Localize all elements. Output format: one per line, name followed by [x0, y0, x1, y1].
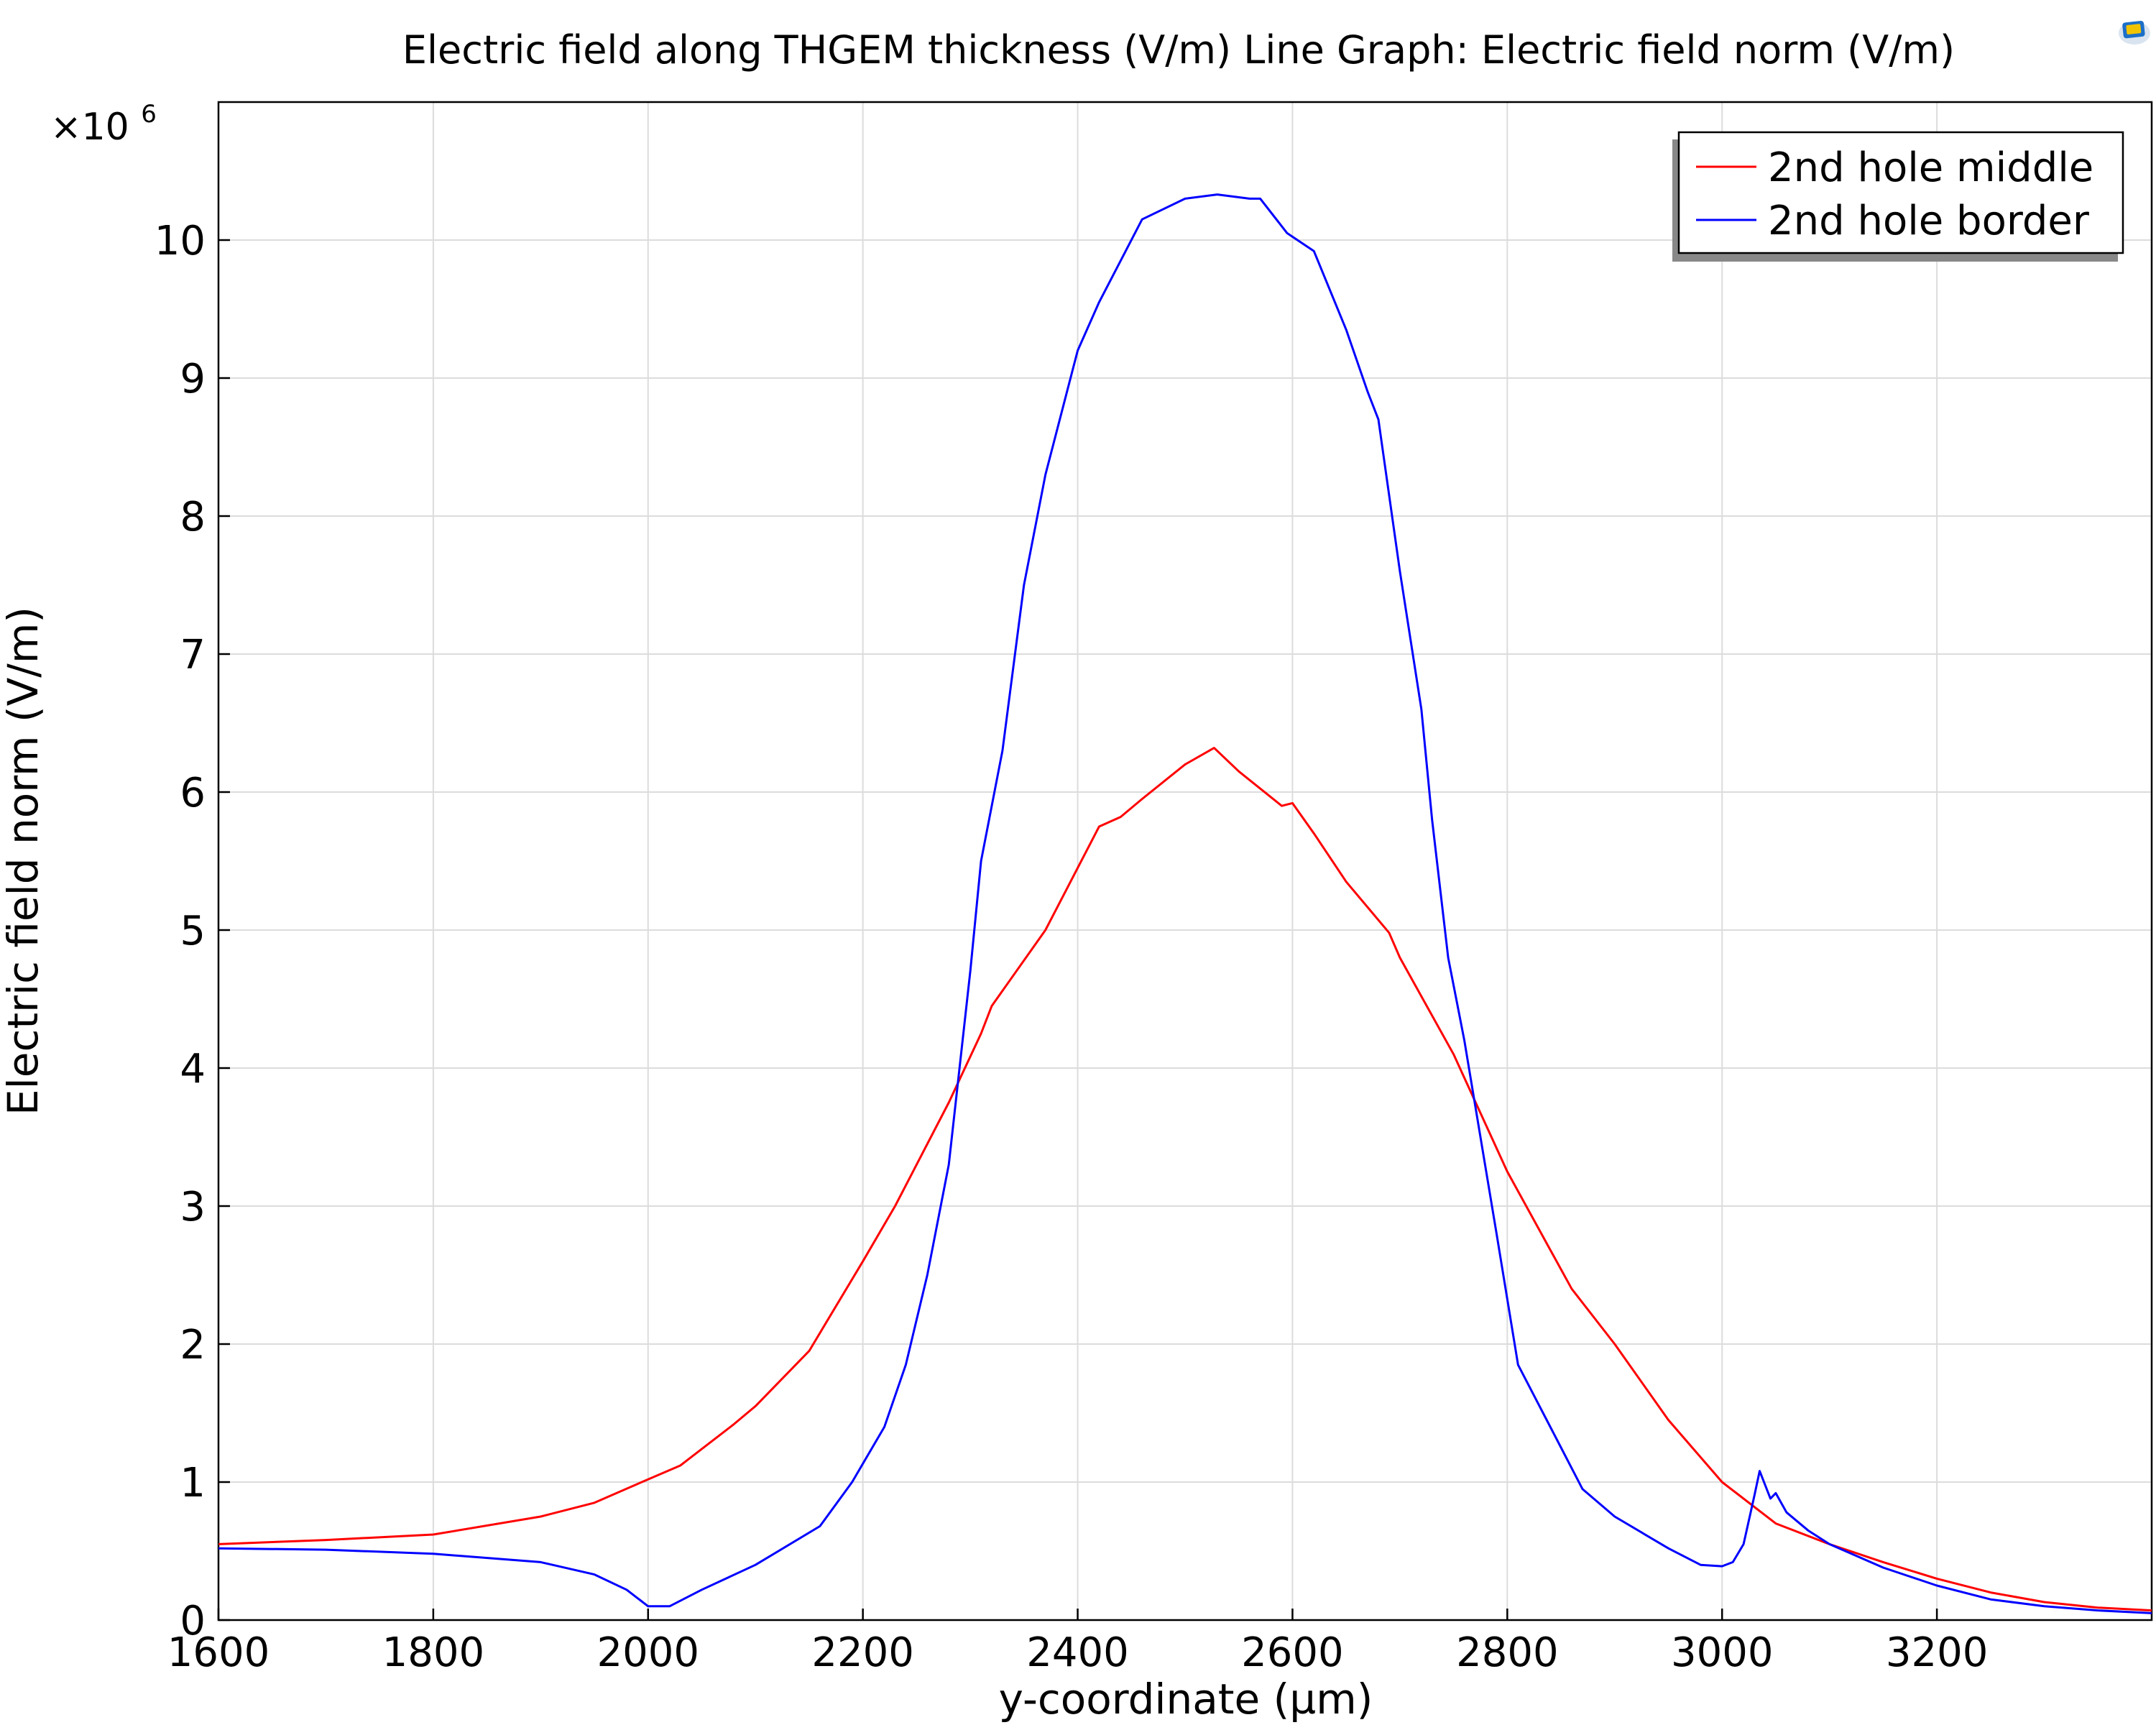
x-tick-label: 1600 — [167, 1629, 270, 1676]
x-tick-label: 2200 — [811, 1629, 914, 1676]
x-tick-label: 3000 — [1671, 1629, 1774, 1676]
plot-frame — [217, 101, 2153, 1622]
x-tick-label: 3200 — [1886, 1629, 1989, 1676]
x-axis-label: y-coordinate (µm) — [999, 1675, 1373, 1724]
legend-box — [1677, 131, 2124, 254]
chart-title: Electric field along THGEM thickness (V/… — [402, 27, 1955, 73]
y-tick-label: 3 — [180, 1184, 206, 1230]
series-layer — [218, 193, 2152, 1614]
series-line-hole-border — [218, 193, 2152, 1614]
y-tick-label: 7 — [180, 632, 206, 678]
x-tick-label: 2000 — [597, 1629, 700, 1676]
y-tick-label: 0 — [180, 1598, 206, 1644]
y-tick-label: 6 — [180, 770, 206, 816]
legend-label-border: 2nd hole border — [1768, 198, 2090, 244]
grid-layer — [218, 102, 2152, 1621]
series-line-hole-middle — [218, 747, 2152, 1612]
y-axis-multiplier: ×10 6 — [50, 100, 157, 149]
tick-layer: 1600 1800 2000 2200 2400 2600 2800 3000 3200 0 1 2 3… — [155, 218, 1989, 1676]
x-tick-label: 1800 — [382, 1629, 485, 1676]
y-tick-label: 2 — [180, 1322, 206, 1368]
y-tick-label: 10 — [155, 218, 206, 264]
x-tick-label: 2800 — [1456, 1629, 1559, 1676]
y-axis-label: Electric field norm (V/m) — [0, 607, 47, 1116]
x-tick-label: 2400 — [1026, 1629, 1129, 1676]
y-tick-label: 4 — [180, 1046, 206, 1092]
legend: 2nd hole middle 2nd hole border — [1672, 131, 2124, 262]
y-axis-multiplier-exponent: 6 — [141, 100, 157, 129]
y-tick-label: 8 — [180, 494, 206, 540]
y-axis-multiplier-base: ×10 — [50, 106, 129, 149]
app-logo-icon — [2119, 20, 2150, 45]
y-tick-label: 5 — [180, 908, 206, 954]
y-tick-label: 9 — [180, 356, 206, 402]
y-tick-label: 1 — [180, 1460, 206, 1506]
x-tick-label: 2600 — [1241, 1629, 1344, 1676]
legend-label-middle: 2nd hole middle — [1768, 144, 2093, 191]
